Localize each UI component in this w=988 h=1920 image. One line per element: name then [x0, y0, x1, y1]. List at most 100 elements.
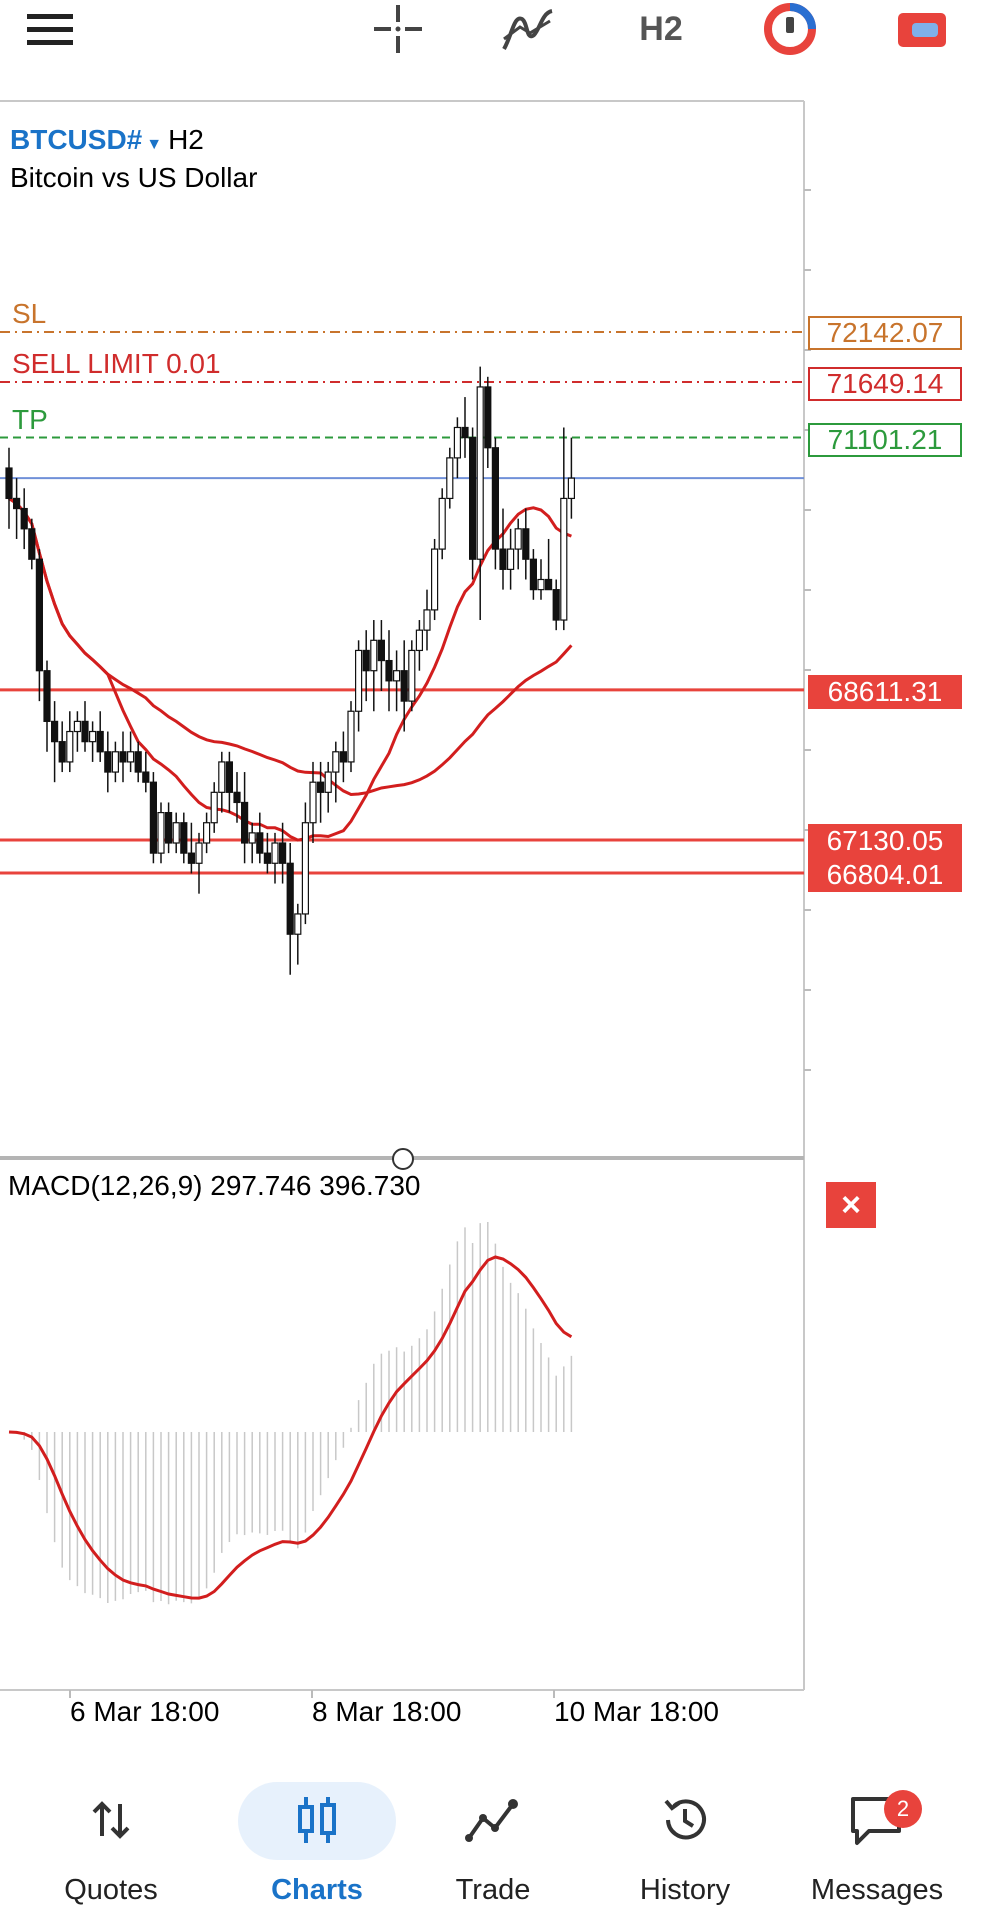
macd-label: MACD(12,26,9) 297.746 396.730	[8, 1170, 421, 1201]
bear-candle	[58, 741, 66, 763]
bull-candle	[453, 426, 461, 459]
bear-candle	[362, 649, 370, 672]
bull-candle	[408, 649, 416, 702]
bull-candle	[423, 609, 431, 631]
bull-candle	[248, 832, 256, 844]
sl-label[interactable]: SL	[12, 298, 47, 329]
nav-trade[interactable]: Trade	[398, 1760, 588, 1920]
tp-price-tag[interactable]: 71101.21	[808, 423, 962, 457]
slow-ma-line	[8, 497, 573, 797]
date-label: 10 Mar 18:00	[554, 1696, 719, 1727]
trade-line-icon	[398, 1788, 588, 1852]
bull-candle	[126, 751, 135, 763]
crosshair-icon[interactable]	[366, 0, 430, 58]
bear-candle	[119, 751, 127, 763]
sell-limit-price-tag[interactable]: 71649.14	[808, 367, 962, 401]
hamburger-menu-icon[interactable]	[18, 0, 82, 58]
messages-bubble-icon	[782, 1788, 972, 1852]
bear-candle	[279, 842, 287, 864]
bear-candle	[317, 781, 325, 793]
nav-label: Charts	[271, 1874, 363, 1906]
bull-candle	[301, 822, 309, 915]
symbol-title[interactable]: BTCUSD# ▼ H2	[10, 124, 204, 156]
bull-candle	[537, 578, 545, 591]
bull-candle	[172, 822, 180, 844]
bull-candle	[218, 761, 226, 793]
bear-candle	[225, 761, 233, 793]
nav-messages[interactable]: 2 Messages	[782, 1760, 972, 1920]
bull-candle	[157, 811, 165, 854]
bear-candle	[552, 589, 560, 621]
bear-candle	[134, 751, 142, 773]
unread-badge: 2	[884, 1790, 922, 1828]
bull-candle	[271, 842, 279, 864]
bull-candle	[514, 528, 522, 550]
quotes-arrows-icon	[16, 1788, 206, 1852]
bull-candle	[66, 730, 74, 763]
bull-candle	[507, 548, 515, 570]
timeframe-button[interactable]: H2	[626, 0, 696, 58]
bottom-navigation: Quotes Charts Trade History 2 Messages	[0, 1760, 988, 1920]
macd-close-button[interactable]: ×	[826, 1182, 876, 1228]
bear-candle	[35, 558, 44, 672]
bull-candle	[560, 497, 568, 621]
nav-label: History	[639, 1874, 731, 1906]
fast-ma-line	[8, 497, 572, 842]
bear-candle	[96, 730, 104, 753]
active-indicator	[238, 1782, 396, 1860]
bear-candle	[233, 791, 241, 804]
level-price-tag[interactable]: 66804.01	[808, 858, 962, 892]
symbol-name[interactable]: BTCUSD#	[10, 124, 143, 155]
bull-candle	[438, 497, 446, 550]
bear-candle	[461, 426, 469, 439]
bull-candle	[393, 670, 401, 682]
price-chart[interactable]	[0, 0, 988, 1720]
bear-candle	[43, 670, 51, 722]
one-click-trading-icon[interactable]	[758, 0, 822, 58]
bear-candle	[469, 437, 477, 560]
bull-candle	[309, 781, 317, 824]
bear-candle	[28, 528, 36, 560]
pane-resize-handle	[392, 1148, 414, 1170]
nav-history[interactable]: History	[590, 1760, 780, 1920]
date-label: 8 Mar 18:00	[312, 1696, 462, 1727]
bear-candle	[263, 852, 271, 864]
nav-charts[interactable]: Charts	[206, 1760, 396, 1920]
bull-candle	[431, 548, 439, 611]
bull-candle	[567, 477, 576, 500]
bull-candle	[347, 710, 355, 763]
bear-candle	[256, 832, 264, 854]
bear-candle	[241, 801, 249, 844]
bull-candle	[476, 386, 484, 560]
bear-candle	[544, 578, 553, 591]
bear-candle	[20, 507, 28, 530]
sell-limit-label[interactable]: SELL LIMIT 0.01	[12, 348, 221, 379]
bear-candle	[491, 447, 499, 550]
history-clock-icon	[590, 1788, 780, 1852]
bear-candle	[522, 528, 530, 560]
macd-signal-line	[8, 1255, 573, 1600]
bear-candle	[385, 659, 393, 682]
bull-candle	[210, 791, 218, 824]
account-icon[interactable]	[890, 0, 954, 58]
date-label: 6 Mar 18:00	[70, 1696, 220, 1727]
level-price-tag[interactable]: 68611.31	[808, 675, 962, 709]
bull-candle	[203, 822, 211, 844]
indicators-icon[interactable]	[496, 0, 560, 58]
bear-candle	[104, 751, 112, 773]
bear-candle	[484, 386, 492, 449]
bear-candle	[180, 822, 188, 854]
sl-price-tag[interactable]: 72142.07	[808, 316, 962, 350]
charts-candles-icon	[238, 1788, 396, 1852]
bear-candle	[377, 639, 385, 662]
timeframe-label: H2	[639, 9, 683, 48]
dropdown-arrow-icon[interactable]: ▼	[146, 136, 163, 153]
tp-label[interactable]: TP	[12, 404, 48, 435]
top-toolbar: H2	[0, 0, 988, 58]
bull-candle	[195, 842, 203, 864]
bear-candle	[13, 497, 21, 510]
nav-quotes[interactable]: Quotes	[16, 1760, 206, 1920]
nav-label: Trade	[455, 1874, 531, 1906]
bull-candle	[332, 751, 340, 773]
level-price-tag[interactable]: 67130.05	[808, 824, 962, 858]
